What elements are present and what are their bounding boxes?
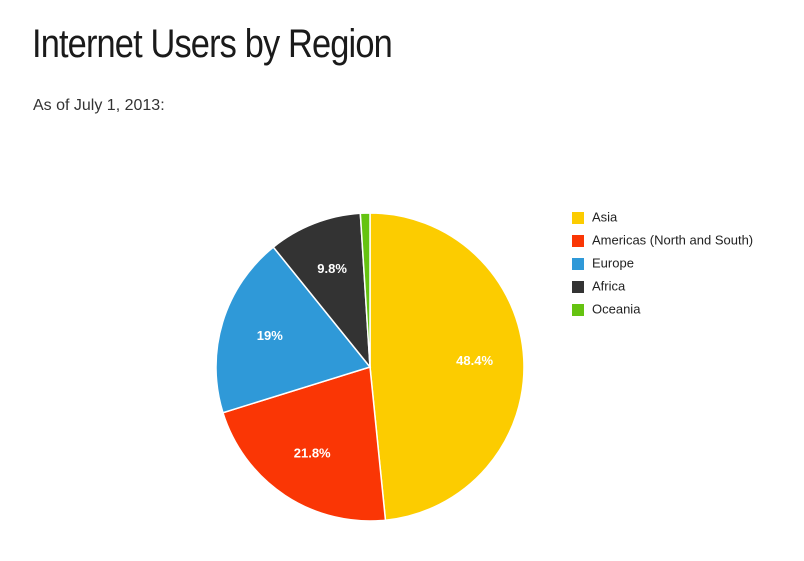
legend-swatch-africa (572, 281, 584, 293)
legend-swatch-americas-north-and-south (572, 235, 584, 247)
pie-slice-labels: 48.4% 21.8% 19% 9.8% (257, 261, 494, 461)
slice-label-europe: 19% (257, 328, 283, 343)
pie-slice-oceania (359, 212, 371, 368)
slice-label-asia: 48.4% (456, 353, 493, 368)
legend-swatch-asia (572, 212, 584, 224)
page-subtitle: As of July 1, 2013: (33, 97, 165, 114)
slice-label-africa: 9.8% (317, 261, 347, 276)
legend-label-asia: Asia (592, 209, 618, 224)
legend-label-oceania: Oceania (592, 301, 641, 316)
pie-slices (215, 212, 525, 522)
legend-label-europe: Europe (592, 255, 634, 270)
legend-swatch-europe (572, 258, 584, 270)
chart-legend: Asia Americas (North and South) Europe Afri… (572, 209, 753, 316)
slice-label-americas-north-and-south: 21.8% (294, 446, 331, 461)
pie-slice-africa (272, 212, 371, 370)
legend-label-americas-north-and-south: Americas (North and South) (592, 232, 753, 247)
legend-label-africa: Africa (592, 278, 626, 293)
pie-slice-americas-north-and-south (222, 366, 387, 522)
legend-swatch-oceania (572, 304, 584, 316)
page-title: Internet Users by Region (32, 22, 393, 66)
pie-slice-asia (369, 212, 525, 522)
pie-slice-europe (215, 246, 372, 414)
